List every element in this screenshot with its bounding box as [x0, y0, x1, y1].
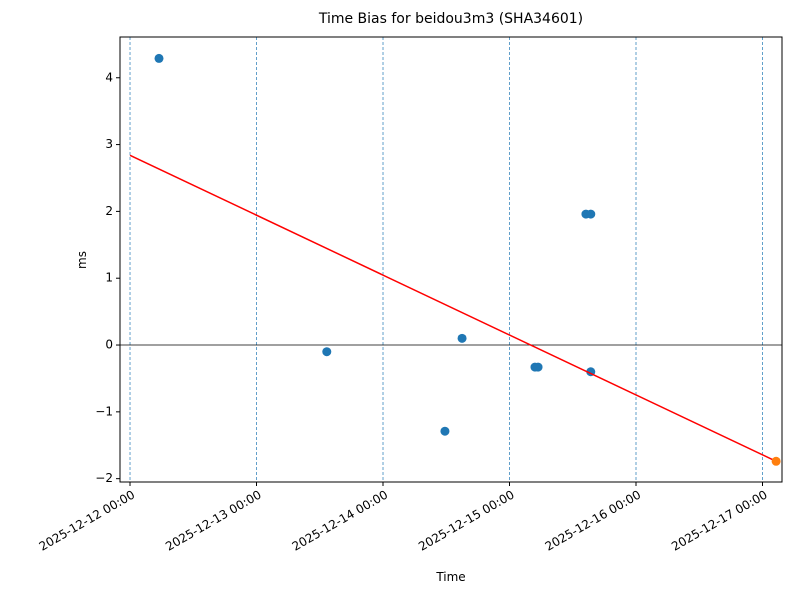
y-axis-label: ms — [75, 251, 89, 269]
plot-frame — [119, 36, 783, 483]
data-point — [457, 333, 467, 343]
y-tick-label: 0 — [105, 338, 113, 352]
data-point — [440, 426, 450, 436]
data-point — [586, 209, 596, 219]
y-tick-label: 3 — [105, 137, 113, 151]
x-tick-label: 2025-12-13 00:00 — [163, 488, 264, 554]
x-tick-label: 2025-12-17 00:00 — [669, 488, 770, 554]
y-tick-label: 4 — [105, 70, 113, 84]
y-tick-label: 2 — [105, 204, 113, 218]
x-tick-label: 2025-12-16 00:00 — [543, 488, 644, 554]
chart-title: Time Bias for beidou3m3 (SHA34601) — [318, 11, 583, 27]
x-tick-label: 2025-12-14 00:00 — [290, 488, 391, 554]
x-tick-label: 2025-12-12 00:00 — [37, 488, 138, 554]
x-axis-label: Time — [435, 570, 465, 584]
y-tick-label: −2 — [95, 471, 113, 485]
y-tick-label: 1 — [105, 271, 113, 285]
x-tick-label: 2025-12-15 00:00 — [416, 488, 517, 554]
data-point — [771, 456, 781, 466]
data-point — [533, 362, 543, 372]
trend-line — [129, 154, 777, 462]
data-point — [154, 53, 164, 63]
data-point — [322, 347, 332, 357]
y-tick-label: −1 — [95, 404, 113, 418]
